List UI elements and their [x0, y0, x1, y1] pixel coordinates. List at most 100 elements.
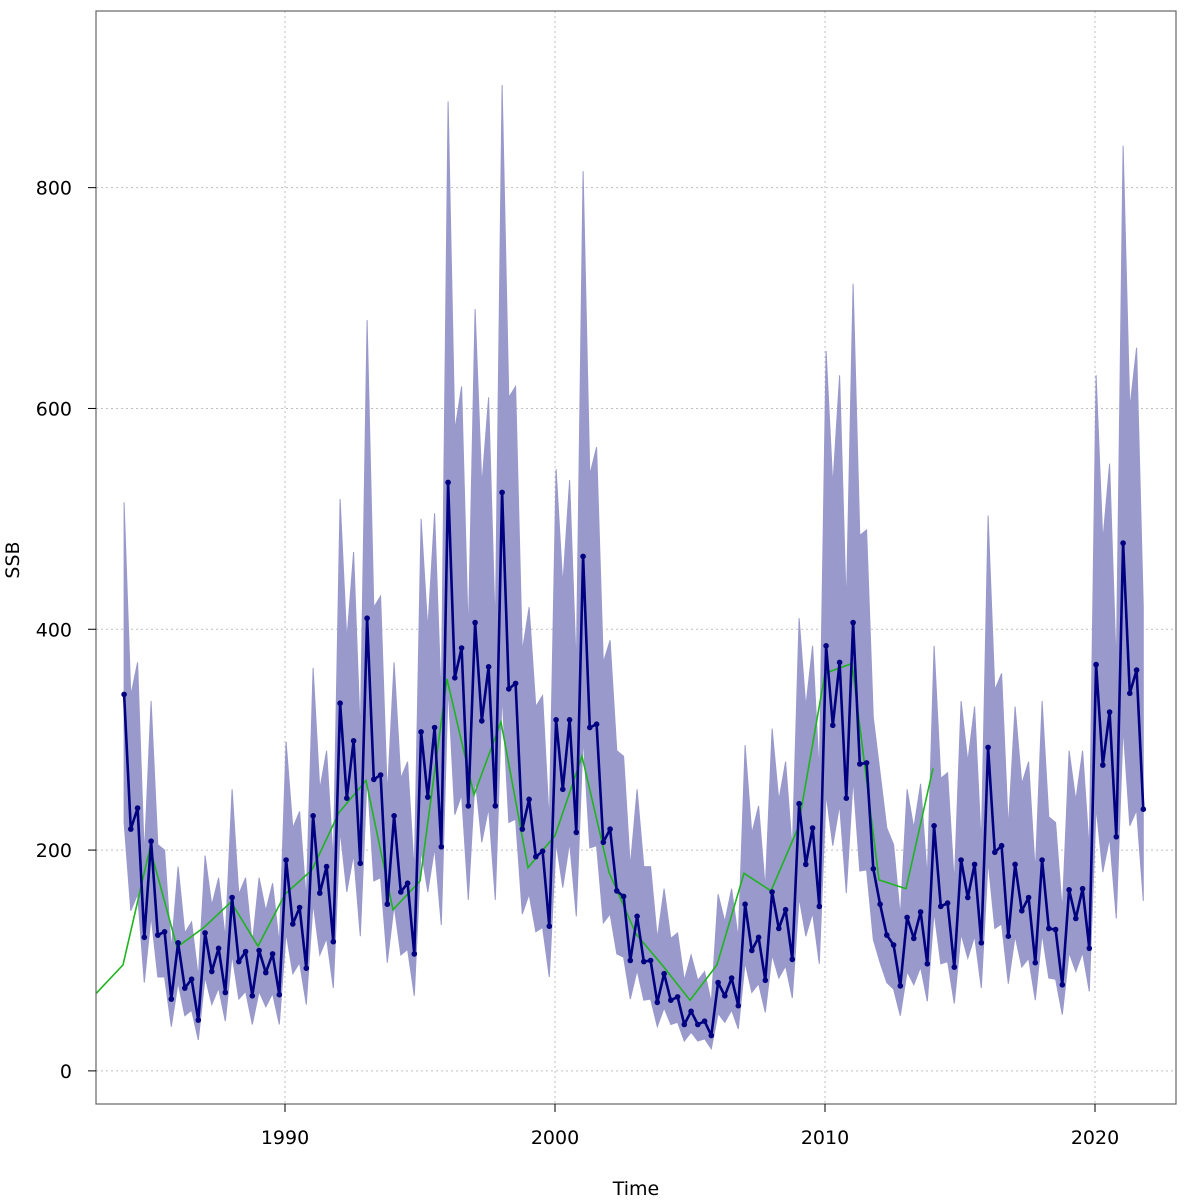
plot-frame [95, 10, 1177, 1105]
estimate-point [931, 823, 937, 829]
estimate-point [1073, 915, 1079, 922]
estimate-point [796, 800, 802, 807]
estimate-point [1133, 667, 1140, 673]
estimate-point [330, 938, 337, 945]
estimate-point [978, 940, 985, 946]
estimate-point [742, 901, 748, 907]
estimate-point [857, 761, 863, 767]
estimate-point [755, 934, 762, 941]
estimate-point [647, 957, 654, 964]
estimate-point [202, 930, 208, 936]
estimate-point [290, 921, 296, 927]
estimate-point [519, 826, 526, 832]
estimate-point [209, 968, 215, 975]
estimate-point [269, 951, 276, 957]
estimate-point [215, 945, 222, 952]
estimate-point [175, 940, 181, 946]
y-tick-label: 600 [36, 398, 72, 420]
estimate-point [310, 813, 316, 819]
estimate-point [357, 860, 364, 867]
estimate-point [512, 680, 519, 687]
estimate-point [1106, 709, 1113, 715]
estimate-point [344, 795, 350, 801]
estimate-point [1046, 925, 1052, 932]
estimate-point [911, 935, 917, 942]
estimate-point [890, 942, 897, 948]
estimate-point [998, 842, 1005, 849]
estimate-point [182, 985, 188, 991]
estimate-point [762, 977, 769, 984]
estimate-point [141, 934, 148, 941]
estimate-point [337, 700, 343, 706]
survey-line [95, 662, 934, 1002]
estimate-point [917, 909, 924, 915]
estimate-point [1120, 540, 1126, 546]
y-tick-label: 800 [36, 178, 72, 200]
y-axis-label: SSB [2, 541, 24, 578]
estimate-point [499, 489, 505, 496]
estimate-point [533, 853, 539, 860]
estimate-point [789, 956, 796, 963]
estimate-point [620, 893, 627, 900]
estimate-point [553, 717, 559, 723]
estimate-point [803, 861, 809, 868]
estimate-point [539, 848, 546, 854]
estimate-point [992, 849, 998, 856]
x-axis-label: Time [612, 1178, 660, 1200]
estimate-point [587, 724, 593, 731]
estimate-point [573, 829, 580, 836]
estimate-point [614, 888, 620, 894]
estimate-point [1079, 885, 1086, 892]
estimate-point [769, 889, 775, 895]
estimate-point [236, 958, 242, 965]
estimate-point [1100, 762, 1106, 768]
estimate-point [661, 970, 667, 977]
y-tick-label: 400 [36, 619, 72, 641]
estimate-point [958, 857, 964, 863]
confidence-band [123, 84, 1144, 1051]
estimate-point [1019, 908, 1025, 914]
estimate-point [1052, 926, 1059, 933]
estimate-point [715, 979, 721, 986]
estimate-point [438, 844, 445, 850]
estimate-point [688, 1008, 694, 1015]
estimate-point [708, 1032, 715, 1039]
estimate-point [695, 1021, 701, 1028]
estimate-point [155, 932, 161, 938]
estimate-point [627, 957, 634, 964]
estimate-point [654, 999, 661, 1006]
estimate-series-layer [121, 479, 1147, 1039]
estimate-point [161, 929, 168, 935]
estimate-point [411, 951, 418, 957]
estimate-point [1140, 806, 1147, 812]
estimate-point [479, 718, 485, 724]
estimate-point [188, 976, 195, 982]
estimate-point [485, 664, 492, 670]
estimate-point [276, 991, 283, 998]
estimate-point [951, 964, 958, 970]
estimate-point [593, 721, 600, 727]
estimate-point [863, 760, 870, 766]
estimate-point [1127, 690, 1133, 697]
estimate-point [283, 857, 289, 863]
estimate-point [263, 969, 269, 976]
y-axis-ticks: 0 200 400 600 800 [36, 178, 96, 1083]
estimate-point [1032, 959, 1039, 966]
estimate-point [566, 717, 573, 723]
estimate-point [364, 615, 370, 621]
estimate-point [850, 619, 856, 626]
estimate-point [168, 996, 175, 1002]
estimate-point [128, 826, 134, 832]
estimate-point [458, 645, 465, 651]
estimate-point [472, 619, 478, 626]
estimate-point [965, 894, 971, 901]
x-tick-label: 2000 [531, 1127, 579, 1149]
estimate-point [634, 913, 640, 920]
y-tick-label: 0 [60, 1061, 72, 1083]
estimate-point [249, 993, 256, 999]
estimate-point [134, 805, 141, 811]
estimate-point [1005, 933, 1012, 939]
estimate-point [546, 923, 553, 929]
